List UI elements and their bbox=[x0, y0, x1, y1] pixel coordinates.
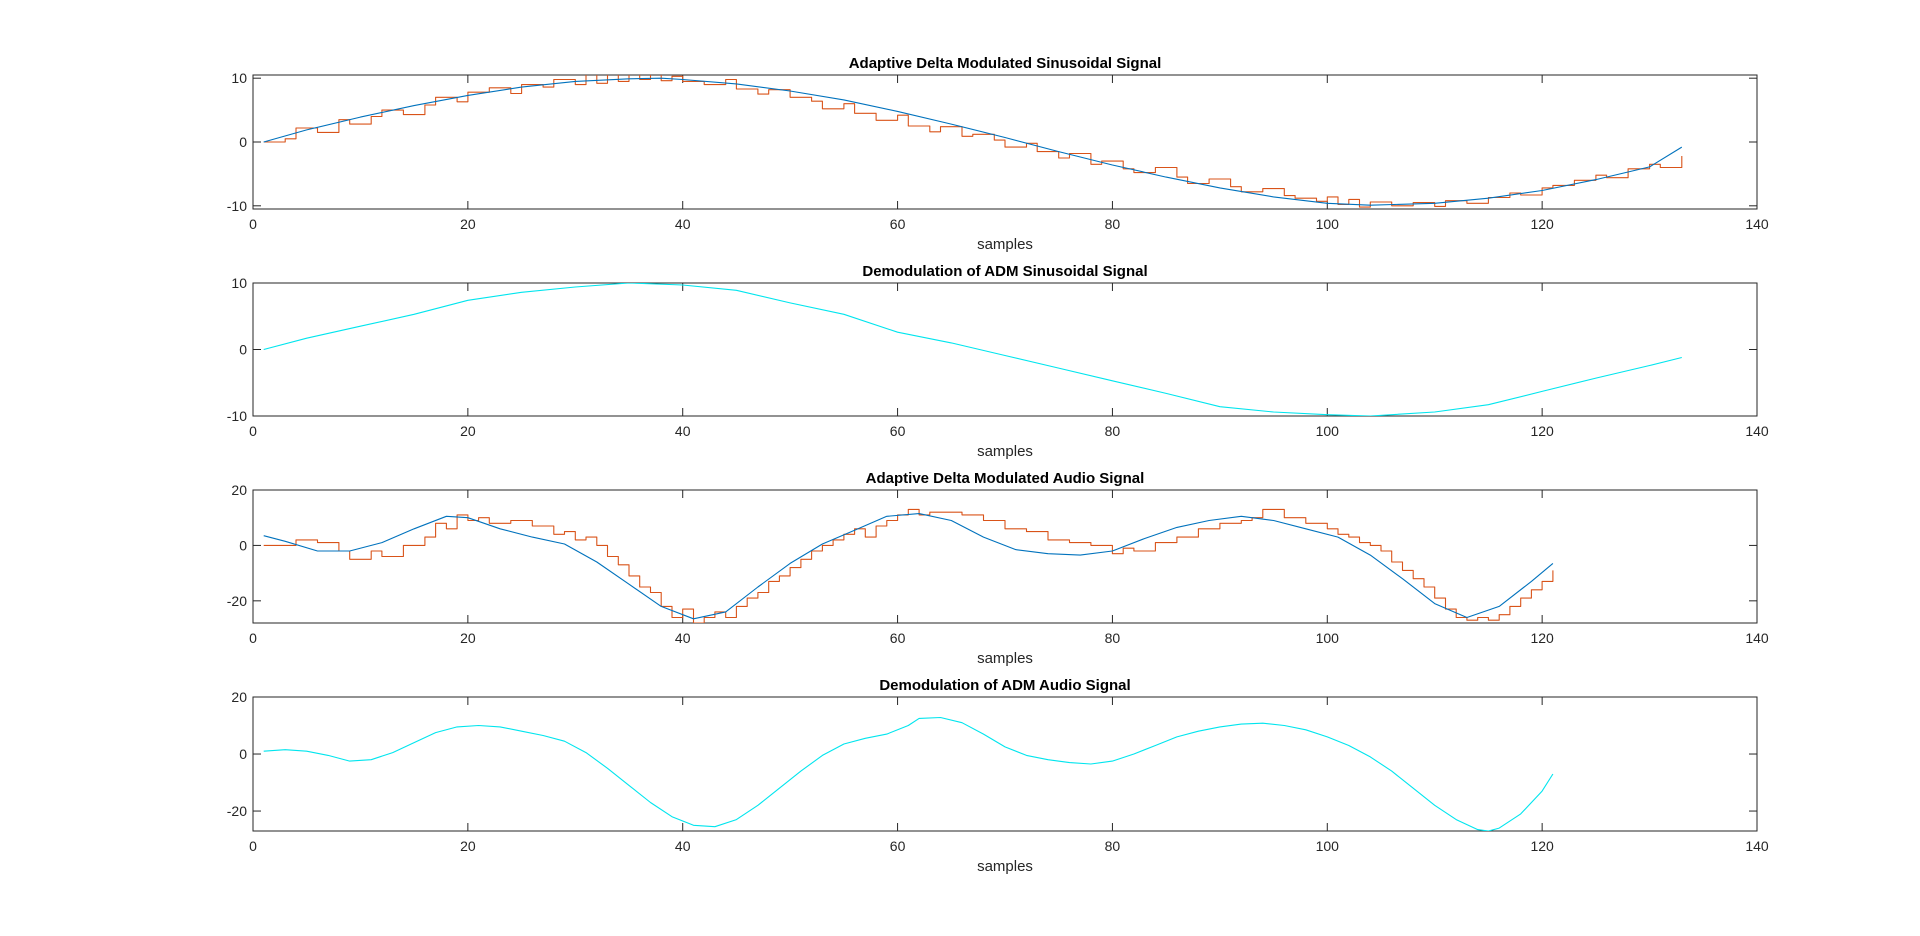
y-tick-label: -10 bbox=[227, 198, 247, 214]
y-tick-label: 0 bbox=[239, 134, 247, 150]
y-tick-label: 0 bbox=[239, 537, 247, 553]
x-tick-label: 0 bbox=[249, 630, 257, 646]
y-tick-label: 0 bbox=[239, 342, 247, 358]
x-tick-label: 80 bbox=[1105, 630, 1121, 646]
x-tick-label: 60 bbox=[890, 216, 906, 232]
x-tick-label: 100 bbox=[1316, 838, 1340, 854]
x-tick-label: 20 bbox=[460, 630, 476, 646]
x-tick-label: 60 bbox=[890, 838, 906, 854]
subplot-4: Demodulation of ADM Audio Signal 0 20 40 60 8… bbox=[227, 677, 1769, 875]
subplot-1: Adaptive Delta Modulated Sinusoidal Sign… bbox=[227, 55, 1769, 253]
plot-area bbox=[263, 75, 1683, 208]
y-tick-label: 20 bbox=[231, 689, 247, 705]
x-tick-label: 60 bbox=[890, 630, 906, 646]
y-tick-label: -10 bbox=[227, 408, 247, 424]
x-tick-label: 80 bbox=[1105, 216, 1121, 232]
x-tick-label: 40 bbox=[675, 423, 691, 439]
series-line-original bbox=[263, 77, 1683, 206]
plot-area bbox=[263, 283, 1682, 416]
series-line-original bbox=[263, 513, 1554, 620]
plot-area bbox=[263, 508, 1554, 623]
x-tick-label: 0 bbox=[249, 216, 257, 232]
x-axis-label: samples bbox=[977, 650, 1033, 667]
x-tick-label: 100 bbox=[1316, 630, 1340, 646]
subplot-title: Demodulation of ADM Sinusoidal Signal bbox=[862, 263, 1147, 280]
y-tick-label: 0 bbox=[239, 746, 247, 762]
x-tick-label: 0 bbox=[249, 838, 257, 854]
series-line-demodulated bbox=[263, 283, 1682, 416]
x-tick-label: 40 bbox=[675, 630, 691, 646]
subplot-title: Demodulation of ADM Audio Signal bbox=[879, 677, 1130, 694]
x-tick-label: 80 bbox=[1105, 423, 1121, 439]
x-tick-label: 80 bbox=[1105, 838, 1121, 854]
x-tick-label: 60 bbox=[890, 423, 906, 439]
x-tick-label: 120 bbox=[1530, 423, 1554, 439]
x-tick-label: 120 bbox=[1530, 630, 1554, 646]
series-line-demodulated bbox=[263, 716, 1554, 831]
x-tick-label: 140 bbox=[1745, 630, 1769, 646]
x-axis-label: samples bbox=[977, 443, 1033, 460]
x-tick-label: 140 bbox=[1745, 838, 1769, 854]
x-tick-label: 0 bbox=[249, 423, 257, 439]
x-tick-label: 120 bbox=[1530, 216, 1554, 232]
y-tick-label: -20 bbox=[227, 803, 247, 819]
subplot-title: Adaptive Delta Modulated Audio Signal bbox=[866, 470, 1145, 487]
x-tick-label: 20 bbox=[460, 838, 476, 854]
x-axis-label: samples bbox=[977, 858, 1033, 875]
axes-box bbox=[252, 489, 1758, 624]
y-tick-label: 10 bbox=[231, 70, 247, 86]
subplot-title: Adaptive Delta Modulated Sinusoidal Sign… bbox=[849, 55, 1162, 72]
x-tick-label: 100 bbox=[1316, 216, 1340, 232]
x-tick-label: 100 bbox=[1316, 423, 1340, 439]
axes-box bbox=[252, 696, 1758, 832]
subplot-3: Adaptive Delta Modulated Audio Signal 0 20… bbox=[227, 470, 1769, 667]
x-tick-label: 20 bbox=[460, 423, 476, 439]
series-line-staircase bbox=[263, 508, 1554, 623]
plot-area bbox=[263, 716, 1554, 831]
x-tick-label: 140 bbox=[1745, 216, 1769, 232]
x-tick-label: 40 bbox=[675, 838, 691, 854]
x-tick-label: 20 bbox=[460, 216, 476, 232]
x-tick-label: 140 bbox=[1745, 423, 1769, 439]
subplot-2: Demodulation of ADM Sinusoidal Signal 0 20… bbox=[227, 263, 1769, 460]
x-axis-label: samples bbox=[977, 236, 1033, 253]
x-tick-label: 120 bbox=[1530, 838, 1554, 854]
x-tick-label: 40 bbox=[675, 216, 691, 232]
y-tick-label: 20 bbox=[231, 482, 247, 498]
y-tick-label: -20 bbox=[227, 593, 247, 609]
y-tick-label: 10 bbox=[231, 275, 247, 291]
